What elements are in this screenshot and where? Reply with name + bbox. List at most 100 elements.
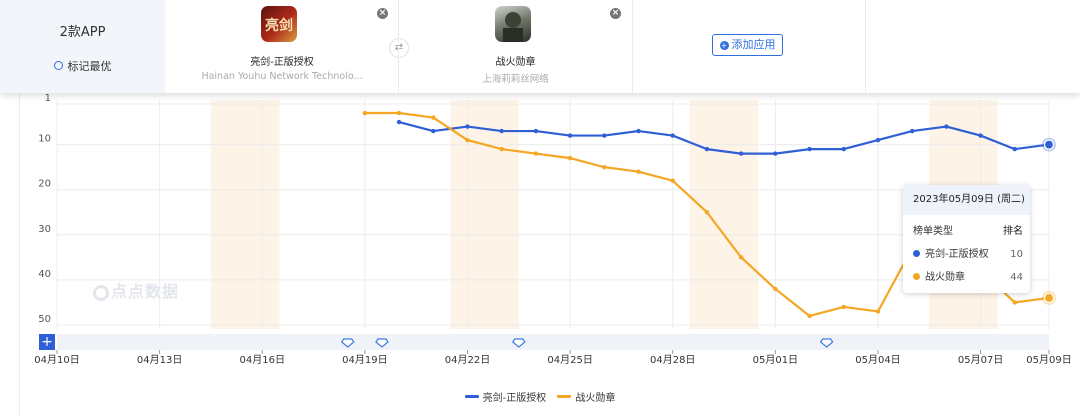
- add-app-label: 添加应用: [731, 38, 776, 51]
- legend-label: 战火勋章: [575, 393, 616, 404]
- event-marker-icon[interactable]: [340, 338, 355, 348]
- data-point[interactable]: [1012, 146, 1017, 152]
- panel-border: [19, 93, 20, 416]
- tooltip-col-rank: 排名: [1003, 226, 1023, 237]
- data-point[interactable]: [704, 146, 710, 152]
- data-point[interactable]: [773, 151, 778, 156]
- data-point[interactable]: [841, 304, 846, 310]
- legend-line-icon: [557, 395, 572, 398]
- data-point[interactable]: [533, 151, 539, 156]
- x-tick-label: 05月09日: [1026, 354, 1071, 366]
- app-name: 亮剑-正版授权: [250, 57, 314, 68]
- app-card-liangjian[interactable]: 亮剑 亮剑-正版授权 Hainan Youhu Network Technolo…: [166, 0, 398, 93]
- data-point[interactable]: [875, 137, 881, 143]
- series-dot-icon: [913, 273, 920, 280]
- data-point[interactable]: [465, 137, 470, 143]
- x-tick-label: 04月22日: [445, 354, 490, 366]
- data-point[interactable]: [738, 151, 744, 156]
- watermark: 点点数据: [93, 278, 179, 302]
- data-point[interactable]: [944, 124, 949, 129]
- data-point[interactable]: [465, 124, 470, 129]
- data-point[interactable]: [362, 110, 368, 116]
- data-point[interactable]: [431, 128, 436, 134]
- app-name: 战火勋章: [495, 57, 536, 68]
- series-dot-icon: [913, 250, 920, 257]
- plus-icon: +: [719, 41, 729, 50]
- y-tick-label: 30: [38, 224, 51, 235]
- app-publisher: Hainan Youhu Network Technolo...: [201, 71, 363, 82]
- data-point[interactable]: [602, 164, 607, 170]
- event-marker-icon[interactable]: [375, 338, 389, 348]
- y-tick-label: 20: [38, 179, 51, 190]
- tooltip-series-value: 44: [1010, 272, 1023, 283]
- y-tick-label: 40: [38, 269, 51, 280]
- zhanhuo-app-icon: [495, 6, 531, 42]
- watermark-logo-icon: [93, 285, 109, 301]
- data-point[interactable]: [533, 128, 539, 134]
- chart-tooltip: 2023年05月09日 (周二) 榜单类型 排名 亮剑-正版授权 10 战火勋章…: [903, 185, 1030, 293]
- x-tick-label: 04月13日: [137, 354, 182, 366]
- tooltip-series-value: 10: [1010, 249, 1023, 260]
- legend-item-liangjian[interactable]: 亮剑-正版授权: [464, 393, 547, 404]
- data-point[interactable]: [875, 309, 881, 314]
- legend-item-zhanhuo[interactable]: 战火勋章: [557, 393, 615, 404]
- data-point[interactable]: [396, 119, 402, 125]
- data-point[interactable]: [978, 133, 983, 138]
- tooltip-row: 亮剑-正版授权 10: [913, 248, 1023, 262]
- watermark-text: 点点数据: [111, 282, 180, 301]
- data-point[interactable]: [431, 115, 436, 120]
- tooltip-header-row: 榜单类型 排名: [913, 225, 1023, 239]
- mark-best-label: 标记最优: [67, 60, 112, 73]
- radio-circle-icon: [53, 61, 63, 70]
- data-point[interactable]: [602, 133, 607, 138]
- x-tick-label: 05月07日: [958, 354, 1003, 366]
- divider: [632, 0, 633, 93]
- liangjian-app-icon: 亮剑: [261, 6, 297, 42]
- data-point[interactable]: [1043, 139, 1055, 150]
- divider: [865, 0, 866, 93]
- x-tick-label: 04月19日: [342, 354, 387, 366]
- data-point[interactable]: [841, 146, 846, 152]
- x-tick-label: 04月16日: [240, 354, 285, 366]
- data-point[interactable]: [1043, 292, 1055, 304]
- data-point[interactable]: [567, 155, 573, 161]
- remove-app-close-icon[interactable]: ×: [610, 8, 621, 19]
- data-point[interactable]: [807, 146, 812, 152]
- selected-apps-cell: 2款APP 标记最优: [0, 0, 165, 93]
- data-point[interactable]: [1012, 300, 1017, 305]
- data-point[interactable]: [670, 133, 675, 138]
- data-point[interactable]: [499, 146, 504, 152]
- mark-best-toggle[interactable]: 标记最优: [0, 58, 165, 74]
- data-point[interactable]: [704, 210, 710, 215]
- remove-app-close-icon[interactable]: ×: [377, 8, 388, 19]
- divider: [398, 0, 399, 93]
- data-point[interactable]: [807, 313, 812, 319]
- app-card-zhanhuo[interactable]: 战火勋章 上海莉莉丝网络 ×: [399, 0, 632, 93]
- tooltip-col-type: 榜单类型: [913, 226, 953, 237]
- data-point[interactable]: [773, 286, 778, 292]
- range-slider-track[interactable]: [57, 334, 1049, 350]
- data-point[interactable]: [738, 255, 744, 260]
- data-point[interactable]: [396, 110, 402, 116]
- event-marker-icon[interactable]: [511, 338, 526, 348]
- data-point[interactable]: [670, 178, 675, 183]
- event-marker-icon[interactable]: [819, 338, 834, 348]
- zoom-expand-button[interactable]: +: [39, 334, 55, 350]
- weekend-band: [210, 100, 280, 329]
- data-point[interactable]: [909, 128, 915, 134]
- y-tick-label: 1: [45, 93, 51, 104]
- data-point[interactable]: [636, 128, 641, 134]
- data-point[interactable]: [499, 128, 504, 134]
- legend-label: 亮剑-正版授权: [482, 393, 547, 404]
- y-tick-label: 10: [38, 134, 51, 145]
- tooltip-date: 2023年05月09日 (周二): [903, 185, 1030, 215]
- x-tick-label: 04月25日: [547, 354, 592, 366]
- chart-legend: 亮剑-正版授权 战火勋章: [0, 389, 1080, 404]
- y-tick-label: 50: [38, 314, 51, 325]
- add-app-button[interactable]: + 添加应用: [712, 34, 783, 56]
- x-tick-label: 05月04日: [855, 354, 900, 366]
- legend-line-icon: [464, 395, 479, 398]
- weekend-band: [450, 100, 519, 329]
- data-point[interactable]: [636, 169, 641, 174]
- data-point[interactable]: [567, 133, 573, 138]
